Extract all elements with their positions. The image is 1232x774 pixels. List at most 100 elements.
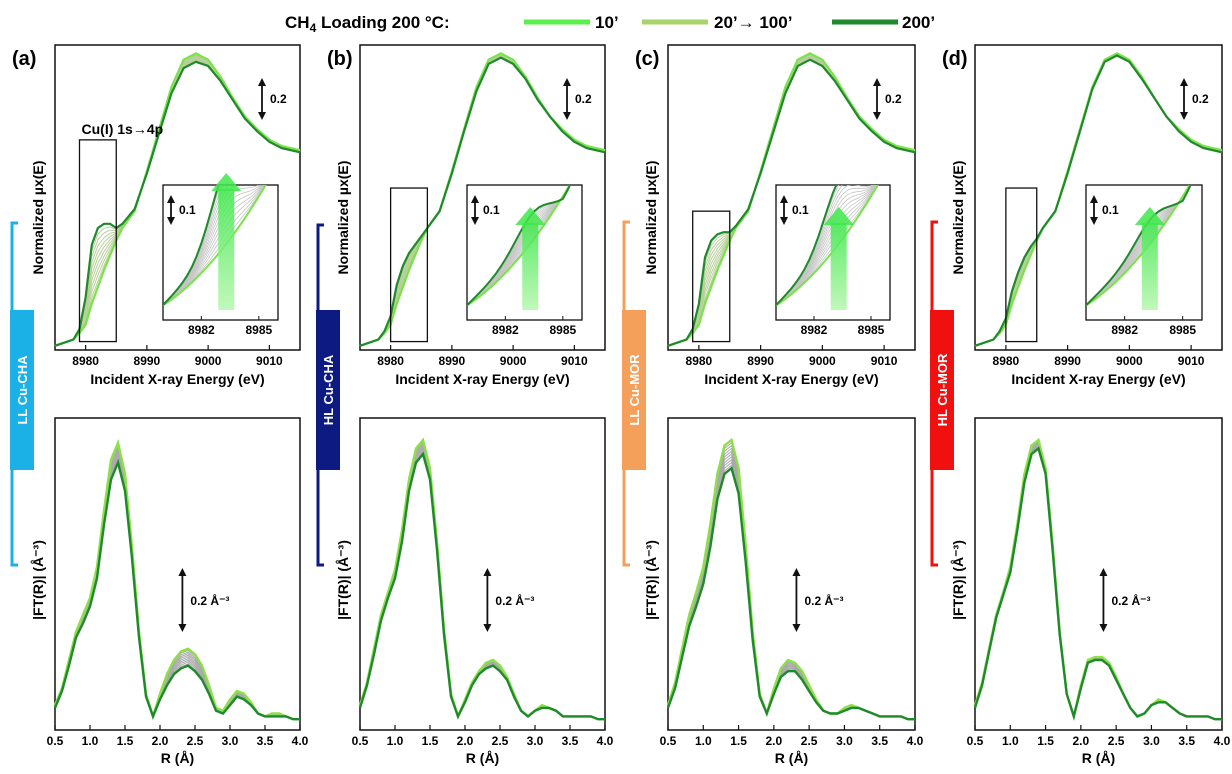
exafs-scalebar-arrow-a-head-up (178, 568, 187, 576)
xanes-tick-label: 8990 (439, 354, 466, 368)
exafs-scalebar-arrow-c-head-down (792, 624, 801, 632)
growth-arrow-head-a (211, 173, 242, 191)
exafs-tick-label: 2.5 (801, 734, 818, 748)
xanes-scalebar-arrow-d-head-up (1180, 78, 1188, 86)
xanes-series-200 (359, 56, 606, 347)
exafs-series-200 (358, 451, 605, 721)
xanes-tick-label: 9010 (1178, 354, 1205, 368)
xanes-xlabel-c: Incident X-ray Energy (eV) (704, 371, 878, 387)
exafs-series-10 (53, 438, 300, 721)
sample-label-d: HL Cu-MOR (935, 353, 950, 426)
inset-scalebar-arrow-d-head-up (1090, 195, 1098, 203)
sample-tag-d (930, 310, 954, 470)
exafs-tick-label: 3.0 (1143, 734, 1160, 748)
inset-scalebar-label-a: 0.1 (179, 203, 196, 217)
panel-a: (a) LL Cu-CHA 8980 8990 9000 9010 Incident X-r… (10, 44, 309, 766)
exafs-frame-d (974, 417, 1223, 731)
exafs-scalebar-label-c: 0.2 Å⁻³ (804, 593, 843, 608)
exafs-tick-label: 2.5 (1108, 734, 1125, 748)
exafs-series-200 (53, 458, 300, 721)
exafs-tick-label: 4.0 (292, 734, 309, 748)
xanes-tick-label: 9000 (195, 354, 222, 368)
xanes-inset-c: 8982 8985 0.1 (775, 184, 891, 337)
xanes-scalebar-label-b: 0.2 (575, 92, 592, 106)
exafs-plot-b: 0.5 1.0 1.5 2.0 2.5 3.0 3.5 4.0 R (Å) |FT(R)| (Å⁻… (335, 417, 614, 766)
exafs-intermediate-line (667, 447, 915, 720)
growth-arrow-shaft-d (1141, 223, 1158, 310)
panels: (a) LL Cu-CHA 8980 8990 9000 9010 Incident X-r… (10, 44, 1231, 766)
exafs-xlabel-c: R (Å) (775, 750, 808, 766)
inset-tick-label: 8982 (492, 323, 519, 337)
xanes-tick-label: 9000 (1116, 354, 1143, 368)
inset-tick-label: 8985 (245, 323, 272, 337)
panel-d: (d) HL Cu-MOR 8980 8990 9000 9010 Incident X-r… (930, 44, 1231, 766)
xanes-tick-label: 8990 (747, 354, 774, 368)
exafs-intermediate-line (974, 441, 1222, 720)
exafs-tick-label: 1.0 (1002, 734, 1019, 748)
xanes-xlabel-d: Incident X-ray Energy (eV) (1011, 371, 1185, 387)
exafs-tick-label: 2.0 (457, 734, 474, 748)
xanes-frame-a (54, 44, 301, 351)
exafs-xlabel-a: R (Å) (161, 750, 194, 766)
xanes-ylabel-d: Normalized µx(E) (950, 161, 966, 275)
exafs-intermediate-line (974, 445, 1222, 720)
xanes-inset-b: 8982 8985 0.1 (466, 184, 583, 337)
xanes-tick-label: 9010 (871, 354, 898, 368)
xanes-xlabel-b: Incident X-ray Energy (eV) (395, 371, 569, 387)
xanes-xlabel-a: Incident X-ray Energy (eV) (90, 371, 264, 387)
xanes-tick-label: 8990 (1054, 354, 1081, 368)
exafs-tick-label: 0.5 (660, 734, 677, 748)
exafs-intermediate-line (667, 453, 915, 720)
exafs-intermediate-line (359, 441, 605, 720)
edge-zoom-box-d (1005, 187, 1038, 343)
inset-scalebar-arrow-c-head-down (780, 217, 788, 225)
panel-label-d: (d) (942, 48, 968, 70)
xanes-frame-d (974, 44, 1223, 351)
xanes-tick-label: 8980 (686, 354, 713, 368)
exafs-xlabel-b: R (Å) (466, 750, 499, 766)
exafs-intermediate-line (667, 464, 915, 720)
xanes-tick-label: 8990 (134, 354, 161, 368)
xanes-scalebar-arrow-b-head-down (563, 112, 571, 120)
xanes-frame-c (667, 44, 916, 351)
exafs-ylabel-b: |FT(R)| (Å⁻³) (335, 540, 351, 620)
exafs-tick-label: 1.0 (387, 734, 404, 748)
legend: CH4 Loading 200 °C: 10’ 20’→ 100’ 200’ (285, 13, 935, 35)
exafs-intermediate-line (359, 447, 605, 720)
exafs-xlabel-d: R (Å) (1082, 750, 1115, 766)
exafs-tick-label: 4.0 (907, 734, 924, 748)
exafs-scalebar-arrow-d-head-down (1099, 624, 1108, 632)
exafs-intermediate-line (359, 443, 605, 720)
xanes-scalebar-arrow-a-head-up (258, 78, 266, 86)
xanes-tick-label: 9000 (809, 354, 836, 368)
exafs-intermediate-line (359, 444, 605, 720)
exafs-plot-d: 0.5 1.0 1.5 2.0 2.5 3.0 3.5 4.0 R (Å) |FT(R)| (Å⁻… (950, 417, 1231, 766)
exafs-ylabel-d: |FT(R)| (Å⁻³) (950, 540, 966, 620)
inset-scalebar-label-c: 0.1 (792, 203, 809, 217)
panel-label-b: (b) (327, 48, 353, 70)
xanes-plot-b: 8980 8990 9000 9010 Incident X-ray Energy (e… (335, 44, 606, 387)
inset-tick-label: 8982 (801, 323, 828, 337)
exafs-tick-label: 0.5 (352, 734, 369, 748)
xanes-tick-label: 8980 (72, 354, 99, 368)
inset-scalebar-arrow-a-head-up (167, 195, 175, 203)
sample-label-a: LL Cu-CHA (15, 355, 30, 425)
exafs-intermediate-line (667, 458, 915, 720)
exafs-scalebar-arrow-c-head-up (792, 568, 801, 576)
exafs-tick-label: 3.0 (836, 734, 853, 748)
growth-arrow-shaft-a (218, 189, 235, 310)
exafs-intermediate-line (667, 444, 915, 720)
xanes-scalebar-arrow-c-head-down (873, 112, 881, 120)
exafs-intermediate-line (359, 440, 605, 720)
xanes-plot-a: 8980 8990 9000 9010 Incident X-ray Energy (e… (30, 44, 301, 387)
exafs-tick-label: 2.0 (1073, 734, 1090, 748)
sample-label-b: HL Cu-CHA (321, 354, 336, 425)
exafs-tick-label: 2.0 (766, 734, 783, 748)
exafs-plot-a: 0.5 1.0 1.5 2.0 2.5 3.0 3.5 4.0 R (Å) |FT(R)| (Å⁻… (30, 417, 309, 766)
exafs-tick-label: 1.0 (82, 734, 99, 748)
xanes-inset-d: 8982 8985 0.1 (1085, 184, 1203, 337)
exafs-tick-label: 1.5 (117, 734, 134, 748)
exafs-tick-label: 3.5 (562, 734, 579, 748)
exafs-tick-label: 3.0 (527, 734, 544, 748)
panel-b: (b) HL Cu-CHA 8980 8990 9000 9010 Incident X-r… (316, 44, 614, 766)
